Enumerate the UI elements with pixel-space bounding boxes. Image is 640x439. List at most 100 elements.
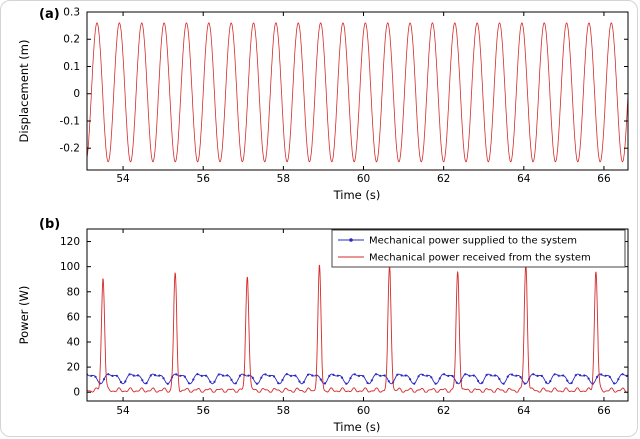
y-tick-label: 40 (67, 336, 80, 348)
series-marker-dot (417, 375, 420, 378)
series-marker-dot (90, 374, 93, 377)
series-marker-dot (536, 374, 539, 377)
x-tick-label: 56 (197, 405, 211, 417)
y-tick-label: -0.2 (60, 143, 81, 155)
series-marker-dot (166, 382, 169, 385)
series-marker-dot (596, 375, 599, 379)
y-tick-label: 0.2 (63, 34, 80, 46)
series-marker-dot (362, 375, 365, 378)
series-marker-dot (141, 379, 144, 382)
x-tick-label: 56 (197, 173, 211, 185)
series-marker-dot (383, 374, 386, 377)
x-tick-label: 66 (597, 405, 611, 417)
series-marker-dot (481, 381, 484, 384)
y-tick-label: 80 (67, 286, 80, 298)
series-marker-dot (625, 374, 628, 377)
series-marker-dot (617, 378, 620, 381)
series-marker-dot (570, 381, 573, 384)
x-tick-label: 62 (437, 405, 450, 417)
series-marker-dot (600, 373, 603, 376)
series-marker-dot (124, 380, 127, 383)
series-marker-dot (302, 381, 305, 384)
series-marker-dot (574, 374, 577, 377)
series-marker-dot (145, 382, 148, 385)
series-marker-dot (489, 374, 492, 377)
series-marker-dot (294, 374, 297, 377)
y-tick-label: 20 (67, 362, 80, 374)
x-tick-label: 54 (116, 405, 130, 417)
panel-b-chart: (b) Power (W) Time (s) 54 56 58 60 62 64 66 0 20… (17, 217, 629, 434)
plot-series-group (87, 264, 628, 393)
series-marker-dot (587, 377, 590, 380)
series-marker-dot (579, 374, 582, 377)
series-marker-dot (374, 373, 378, 376)
series-marker-dot (621, 373, 624, 376)
series-marker-dot (183, 375, 186, 378)
series-marker-dot (553, 373, 556, 376)
series-marker-dot (468, 374, 471, 377)
series-marker-dot (366, 381, 369, 384)
series-marker-dot (277, 382, 280, 385)
panel-a-xlabel: Time (s) (333, 188, 381, 202)
series-marker-dot (264, 373, 267, 376)
series-marker-dot (255, 382, 259, 385)
legend-label-supplied: Mechanical power supplied to the system (369, 236, 577, 247)
series-marker-dot (345, 382, 348, 385)
series-marker-dot (230, 378, 233, 381)
legend-box (331, 229, 626, 268)
series-marker-dot (328, 374, 331, 378)
series-marker-dot (426, 374, 429, 377)
series-marker-dot (107, 373, 110, 376)
series-marker-dot (455, 381, 458, 384)
series-marker-dot (477, 379, 480, 382)
series-marker-dot (357, 374, 361, 377)
series-marker-dot (281, 378, 284, 382)
series-marker-dot (306, 373, 310, 376)
series-marker-dot (200, 374, 203, 377)
series-marker-dot (217, 373, 220, 376)
series-marker-dot (196, 373, 199, 376)
series-marker-dot (447, 374, 450, 377)
series-marker-dot (285, 373, 288, 376)
series-marker-dot (332, 373, 335, 376)
series-line (87, 22, 628, 163)
series-marker-dot (434, 382, 437, 385)
panel-b-ylabel: Power (W) (17, 286, 31, 345)
series-marker-dot (549, 380, 552, 383)
series-marker-dot (613, 382, 616, 385)
series-marker-dot (175, 373, 178, 376)
series-marker-dot (251, 376, 254, 379)
series-marker-dot (443, 373, 446, 376)
series-marker-dot (562, 374, 565, 377)
series-marker-dot (523, 382, 526, 385)
y-tick-label: 0.1 (63, 61, 80, 73)
series-marker-dot (204, 374, 208, 377)
series-marker-dot (94, 375, 97, 378)
panel-a-chart: (a) Displacement (m) Time (s) 54 56 58 60 62… (17, 7, 629, 202)
series-marker-dot (413, 382, 416, 385)
series-marker-dot (472, 374, 475, 377)
panel-a-label: (a) (39, 7, 60, 22)
series-marker-dot (162, 377, 165, 380)
y-tick-label: 60 (67, 311, 80, 323)
series-marker-dot (566, 379, 569, 382)
series-marker-dot (353, 373, 356, 376)
series-marker-dot (400, 374, 403, 377)
series-marker-dot (119, 381, 123, 384)
y-tick-label: 0 (73, 387, 80, 399)
y-tick-label: 0 (73, 88, 80, 100)
series-marker-dot (226, 374, 229, 377)
series-marker-dot (289, 374, 293, 377)
plot-series-group (87, 22, 628, 163)
series-marker-dot (387, 380, 390, 383)
series-marker-dot (421, 373, 424, 376)
series-marker-dot (506, 375, 509, 378)
series-marker-dot (515, 374, 518, 377)
series-marker-dot (438, 377, 441, 380)
series-marker-dot (511, 373, 514, 376)
series-marker-dot (298, 380, 301, 383)
series-marker-dot (340, 376, 344, 379)
series-marker-dot (604, 374, 607, 377)
series-marker-dot (234, 382, 237, 385)
x-tick-label: 54 (116, 173, 130, 185)
